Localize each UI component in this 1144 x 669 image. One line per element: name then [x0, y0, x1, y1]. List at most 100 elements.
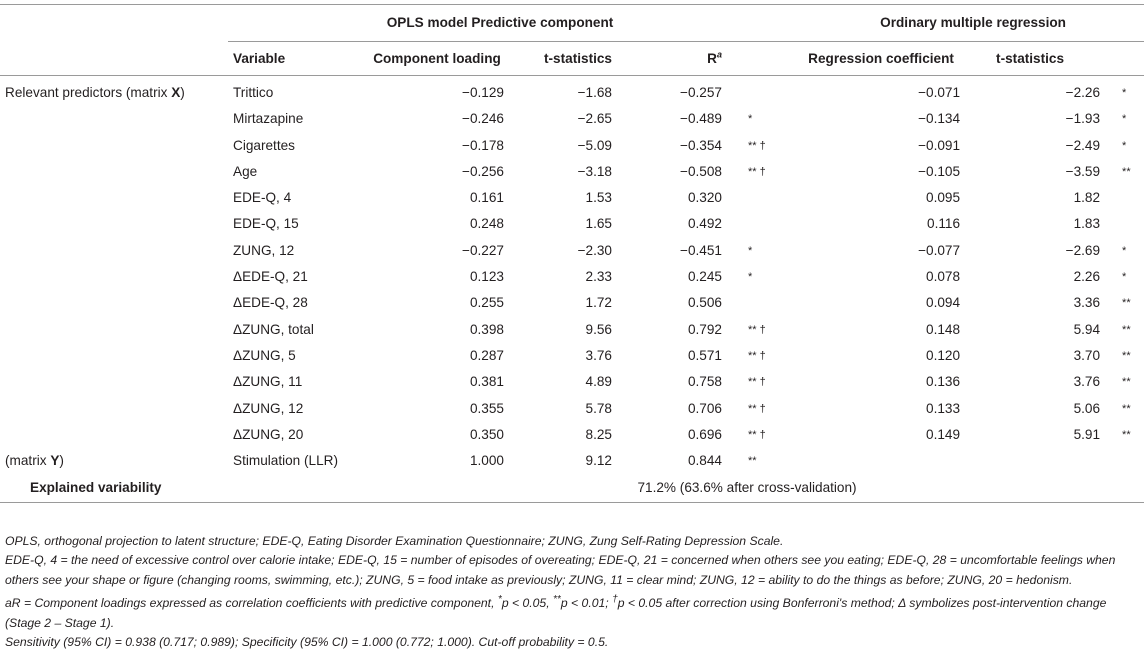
footnote-double-star: **	[552, 594, 561, 606]
cell-significance-opls: ** †	[748, 349, 766, 362]
cell-component-loading: 0.161	[469, 190, 504, 206]
cell-r: 0.792	[687, 321, 722, 337]
table-row: EDE-Q, 15 0.248 1.65 0.492 0.116 1.83	[0, 211, 1144, 237]
cell-component-loading: 0.350	[469, 426, 504, 442]
group-label-x-suffix: )	[180, 85, 185, 100]
cell-t-statistic-opls: −5.09	[577, 137, 612, 153]
cell-significance-omr: *	[1122, 244, 1127, 257]
cell-r: 0.844	[687, 453, 722, 469]
table-row: ZUNG, 12 −0.227 −2.30 −0.451 * −0.077 −2.69 *	[0, 238, 1144, 264]
footnote-significance-text-a: aR = Component loadings expressed as cor…	[5, 596, 498, 611]
results-table: OPLS model Predictive component Ordinary…	[0, 5, 1144, 504]
column-header-r-label: R	[707, 51, 717, 66]
row-group-label	[0, 211, 228, 237]
table-row: EDE-Q, 4 0.161 1.53 0.320 0.095 1.82	[0, 185, 1144, 211]
cell-significance-opls: *	[748, 244, 753, 257]
cell-r: 0.492	[687, 216, 722, 232]
column-header-row: Variable Component loading t-statistics …	[0, 41, 1144, 76]
group-header-opls: OPLS model Predictive component	[228, 5, 803, 42]
group-label-y-prefix: (matrix	[5, 453, 51, 469]
row-group-label	[0, 133, 228, 159]
footnote-significance-text-b: p < 0.05,	[501, 596, 553, 611]
row-group-label	[0, 369, 228, 395]
cell-regression-coefficient: 0.094	[926, 295, 961, 311]
footnote-significance-text-d: p < 0.05 after correction using Bonferro…	[5, 596, 1107, 630]
cell-regression-coefficient: 0.149	[926, 426, 961, 442]
row-group-label	[0, 396, 228, 422]
cell-t-statistic-opls: 1.53	[585, 190, 612, 206]
table-row: Relevant predictors (matrix X) Trittico −0…	[0, 76, 1144, 107]
cell-component-loading: 0.255	[469, 295, 504, 311]
cell-variable: EDE-Q, 15	[233, 216, 299, 232]
cell-regression-coefficient: −0.134	[918, 111, 961, 127]
cell-significance-omr: **	[1122, 402, 1131, 415]
cell-variable: Trittico	[233, 85, 274, 100]
cell-empty	[960, 448, 1100, 474]
cell-significance-opls	[722, 185, 802, 211]
cell-t-statistic-opls: 4.89	[585, 374, 612, 390]
cell-t-statistic-opls: −1.68	[577, 85, 612, 100]
footnote-abbreviations: OPLS, orthogonal projection to latent st…	[5, 534, 784, 548]
cell-significance-opls: ** †	[748, 428, 766, 441]
cell-t-statistic-opls: 5.78	[585, 400, 612, 416]
footnote-dagger: †	[612, 594, 618, 606]
cell-significance-omr: **	[1122, 376, 1131, 389]
cell-significance-opls: *	[748, 271, 753, 284]
cell-t-statistic-opls: 9.56	[585, 321, 612, 337]
cell-t-statistic-omr: 1.82	[1073, 190, 1101, 206]
cell-variable: ZUNG, 12	[233, 242, 295, 258]
cell-component-loading: 0.355	[469, 400, 504, 416]
cell-t-statistic-omr: 5.91	[1073, 426, 1101, 442]
cell-significance-omr: *	[1122, 113, 1127, 126]
group-header-row: OPLS model Predictive component Ordinary…	[0, 5, 1144, 42]
table-row: ΔZUNG, 11 0.381 4.89 0.758 ** † 0.136 3.76 **	[0, 369, 1144, 395]
group-header-blank	[0, 5, 228, 42]
cell-r: 0.320	[687, 190, 722, 206]
cell-variable: ΔZUNG, 11	[233, 374, 303, 390]
cell-r: 0.506	[687, 295, 722, 311]
cell-significance-omr: *	[1122, 271, 1127, 284]
column-header-regression-coefficient: Regression coefficient	[802, 41, 961, 76]
row-group-label	[0, 290, 228, 316]
column-header-t-statistics-omr: t-statistics	[960, 41, 1101, 76]
cell-empty	[1100, 448, 1144, 474]
cell-variable: Cigarettes	[233, 137, 295, 153]
cell-variable: ΔEDE-Q, 28	[233, 295, 308, 311]
row-group-label	[0, 422, 228, 448]
group-label-y-bold: Y	[50, 453, 60, 469]
cell-significance-opls	[722, 211, 802, 237]
column-header-sig2-blank	[1100, 41, 1144, 76]
cell-t-statistic-omr: 3.76	[1073, 374, 1101, 390]
cell-component-loading: 0.381	[469, 374, 504, 390]
cell-regression-coefficient: 0.116	[927, 216, 961, 232]
cell-t-statistic-omr: 5.94	[1073, 321, 1101, 337]
table-row: ΔEDE-Q, 28 0.255 1.72 0.506 0.094 3.36 **	[0, 290, 1144, 316]
cell-r: 0.696	[687, 426, 722, 442]
results-table-container: OPLS model Predictive component Ordinary…	[0, 4, 1144, 504]
row-group-label	[0, 343, 228, 369]
row-group-label	[0, 185, 228, 211]
cell-component-loading: −0.227	[462, 242, 504, 258]
cell-significance-opls: *	[748, 113, 753, 126]
cell-r: −0.451	[680, 242, 722, 258]
cell-component-loading: −0.129	[462, 85, 504, 100]
cell-significance-omr	[1100, 211, 1144, 237]
table-row: Cigarettes −0.178 −5.09 −0.354 ** † −0.091 −2.…	[0, 133, 1144, 159]
footnote-significance: aR = Component loadings expressed as cor…	[5, 590, 1144, 633]
column-header-sig-blank	[722, 41, 803, 76]
cell-significance-opls: **	[748, 455, 757, 468]
cell-t-statistic-opls: 2.33	[585, 269, 612, 285]
table-row-matrix-y: (matrix Y) Stimulation (LLR) 1.000 9.12 0.84…	[0, 448, 1144, 474]
cell-r: −0.354	[680, 137, 722, 153]
cell-component-loading: 0.287	[469, 347, 504, 363]
cell-t-statistic-omr: −2.69	[1065, 242, 1101, 258]
cell-significance-opls: ** †	[748, 376, 766, 389]
group-header-omr: Ordinary multiple regression	[802, 5, 1144, 42]
table-row: ΔZUNG, 12 0.355 5.78 0.706 ** † 0.133 5.06 **	[0, 396, 1144, 422]
cell-significance-omr: **	[1122, 349, 1131, 362]
cell-variable: ΔZUNG, 12	[233, 400, 304, 416]
cell-significance-omr: *	[1122, 87, 1127, 99]
cell-variable: ΔEDE-Q, 21	[233, 269, 308, 285]
cell-component-loading: −0.246	[462, 111, 504, 127]
cell-t-statistic-omr: −2.49	[1065, 137, 1101, 153]
